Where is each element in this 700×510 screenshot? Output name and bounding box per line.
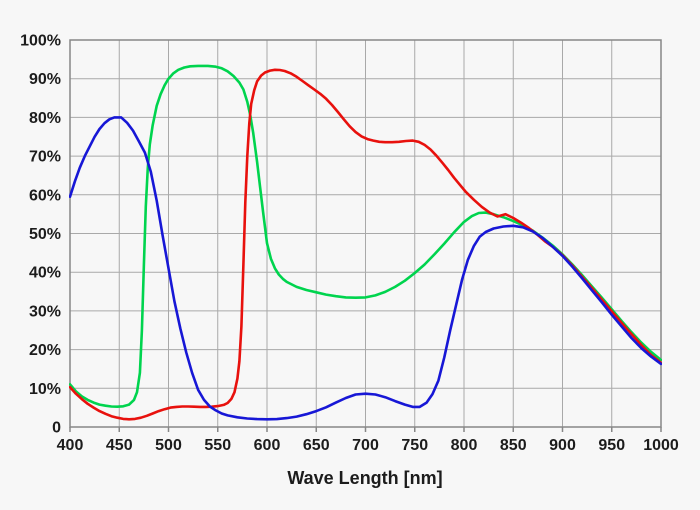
x-tick-label: 450 (106, 437, 133, 454)
x-tick-label: 800 (451, 437, 478, 454)
y-tick-label: 40% (29, 265, 61, 282)
y-tick-label: 90% (29, 71, 61, 88)
x-tick-label: 400 (57, 437, 84, 454)
y-tick-label: 70% (29, 149, 61, 166)
x-tick-label: 650 (303, 437, 330, 454)
x-tick-label: 550 (204, 437, 231, 454)
blue-channel-line (69, 116, 662, 421)
axis-ticks (69, 427, 662, 432)
data-curves (69, 64, 662, 421)
x-tick-label: 1000 (643, 437, 679, 454)
y-tick-label: 50% (29, 226, 61, 243)
y-tick-label: 60% (29, 187, 61, 204)
y-tick-label: 100% (20, 33, 61, 50)
axis-tick-labels: 400 450 500 550 600 650 700 750 800 850 900 950 1000… (20, 33, 679, 455)
x-axis-title: Wave Length [nm] (287, 468, 442, 488)
x-tick-label: 500 (155, 437, 182, 454)
x-tick-label: 950 (598, 437, 625, 454)
y-tick-label: 80% (29, 110, 61, 127)
red-channel-line (69, 68, 662, 421)
y-tick-label: 20% (29, 342, 61, 359)
y-tick-label: 0 (52, 420, 61, 437)
y-tick-label: 30% (29, 303, 61, 320)
x-tick-label: 850 (500, 437, 527, 454)
x-tick-label: 600 (254, 437, 281, 454)
y-tick-label: 10% (29, 381, 61, 398)
x-tick-label: 750 (401, 437, 428, 454)
green-channel-line (69, 64, 662, 408)
x-tick-label: 900 (549, 437, 576, 454)
x-tick-label: 700 (352, 437, 379, 454)
